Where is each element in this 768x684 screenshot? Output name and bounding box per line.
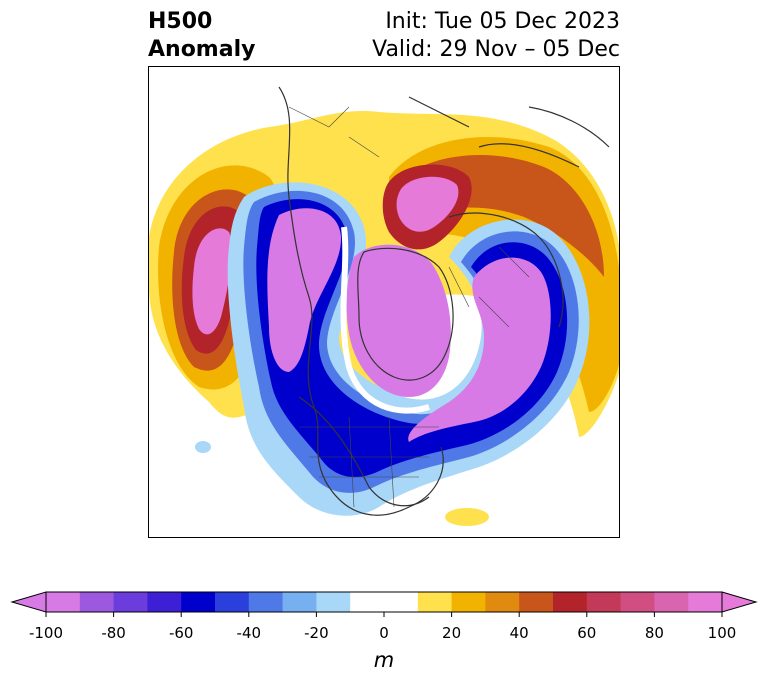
pacific-positive-lobe-core bbox=[192, 228, 232, 335]
caribbean-positive-patch bbox=[445, 508, 489, 526]
colorbar-min-extension bbox=[10, 591, 47, 613]
colorbar-tick-label: 100 bbox=[707, 624, 737, 642]
north-atlantic-positive-center bbox=[396, 176, 459, 232]
map-info: Init: Tue 05 Dec 2023 Valid: 29 Nov – 05… bbox=[372, 8, 620, 64]
colorbar-segment bbox=[586, 592, 622, 612]
colorbar-segment bbox=[248, 592, 284, 612]
colorbar-tick-label: -40 bbox=[236, 624, 262, 642]
map-title: H500 Anomaly bbox=[148, 8, 255, 64]
colorbar-segment bbox=[46, 592, 81, 612]
colorbar-segment bbox=[553, 592, 588, 612]
colorbar-segment bbox=[688, 592, 723, 612]
title-line-2: Anomaly bbox=[148, 37, 256, 62]
init-time-label: Init: Tue 05 Dec 2023 bbox=[385, 9, 620, 34]
colorbar-segment bbox=[147, 592, 182, 612]
colorbar-segment bbox=[654, 592, 689, 612]
title-line-1: H500 bbox=[148, 9, 213, 34]
colorbar-segment bbox=[181, 592, 216, 612]
anomaly-map-canvas bbox=[149, 86, 619, 526]
colorbar-tick-label: 80 bbox=[644, 624, 664, 642]
colorbar-segment bbox=[417, 592, 453, 612]
arctic-negative-core bbox=[346, 244, 451, 397]
colorbar-max-extension bbox=[721, 591, 758, 613]
colorbar-segment bbox=[282, 592, 317, 612]
colorbar-segment bbox=[451, 592, 486, 612]
colorbar-segment bbox=[215, 592, 250, 612]
colorbar-tick-label: 0 bbox=[379, 624, 389, 642]
atlantic-negative-core bbox=[408, 257, 551, 442]
colorbar-segment bbox=[79, 592, 115, 612]
zero-contour-band bbox=[340, 226, 430, 414]
colorbar-segment bbox=[620, 592, 655, 612]
colorbar-segment bbox=[384, 592, 419, 612]
colorbar-segments bbox=[46, 592, 723, 612]
coastlines bbox=[278, 86, 610, 516]
eastern-pacific-patch bbox=[195, 441, 211, 453]
colorbar-unit-label: m bbox=[373, 648, 395, 672]
colorbar-segment bbox=[113, 592, 148, 612]
colorbar-segment bbox=[316, 592, 351, 612]
colorbar-tick-label: -20 bbox=[304, 624, 329, 642]
colorbar-tick-label: -80 bbox=[101, 624, 126, 642]
colorbar-segment bbox=[519, 592, 554, 612]
colorbar-ticks bbox=[45, 612, 723, 617]
colorbar-segment bbox=[485, 592, 520, 612]
western-negative-core bbox=[267, 208, 342, 372]
colorbar-tick-label: 60 bbox=[577, 624, 597, 642]
colorbar-segment bbox=[350, 592, 385, 612]
colorbar bbox=[10, 591, 758, 617]
anomaly-map bbox=[148, 66, 620, 538]
colorbar-tick-label: 40 bbox=[509, 624, 529, 642]
political-borders bbox=[288, 106, 530, 508]
colorbar-tick-label: 20 bbox=[442, 624, 462, 642]
colorbar-tick-label: -100 bbox=[28, 624, 64, 642]
colorbar-tick-label: -60 bbox=[168, 624, 194, 642]
valid-period-label: Valid: 29 Nov – 05 Dec bbox=[372, 37, 620, 62]
